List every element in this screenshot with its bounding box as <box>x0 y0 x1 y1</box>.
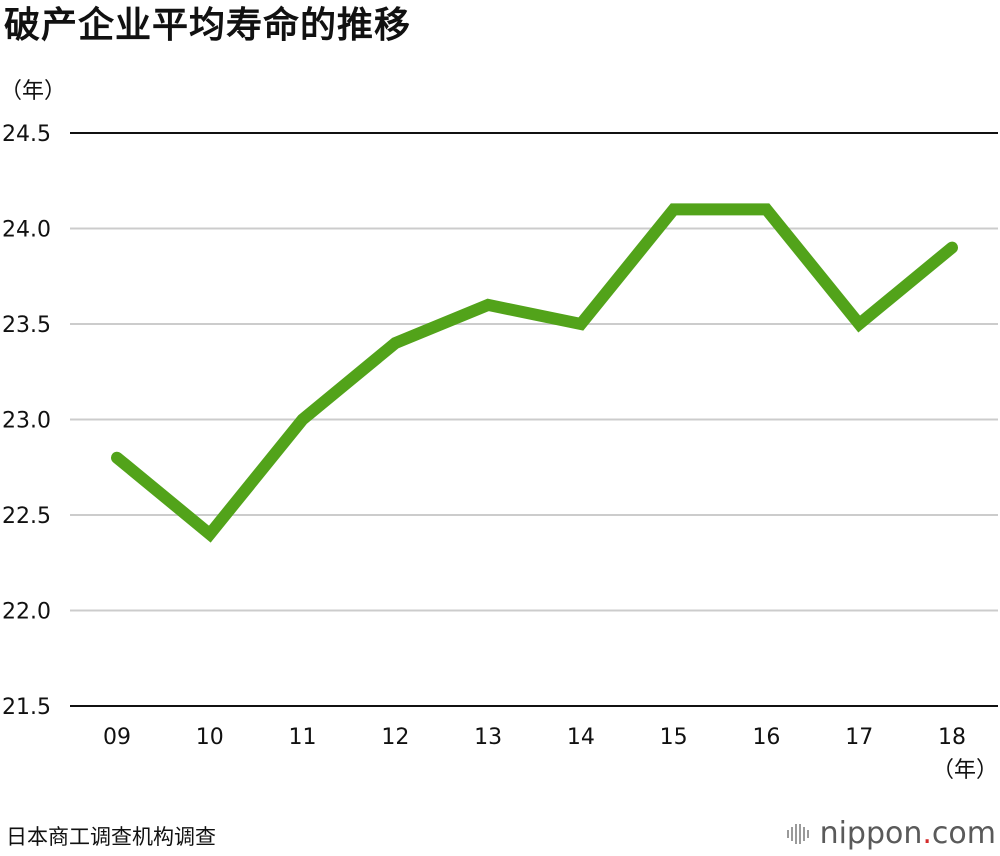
brand-logo: nippon.com <box>786 814 996 854</box>
brand-suffix: com <box>931 816 996 851</box>
x-tick-label: 18 <box>938 725 966 750</box>
data-point <box>394 342 397 345</box>
x-tick-labels: 09 10 11 12 13 14 15 16 17 18 <box>103 725 966 750</box>
series-line <box>111 203 958 543</box>
x-tick-label: 09 <box>103 725 131 750</box>
x-tick-label: 11 <box>289 725 317 750</box>
data-point <box>116 456 118 459</box>
brand-dot: . <box>922 816 932 851</box>
x-tick-label: 15 <box>660 725 688 750</box>
source-note: 日本商工调查机构调查 <box>6 825 216 849</box>
y-tick-labels: 21.5 22.0 22.5 23.0 23.5 24.0 24.5 <box>2 122 51 720</box>
data-point <box>951 246 953 249</box>
x-axis-unit: （年） <box>932 758 998 783</box>
y-tick-label: 21.5 <box>2 695 51 720</box>
data-point <box>579 323 582 325</box>
brand-name: nippon <box>819 816 923 851</box>
data-point <box>672 208 675 211</box>
x-tick-label: 17 <box>845 725 873 750</box>
y-tick-label: 23.5 <box>2 313 51 338</box>
chart-title: 破产企业平均寿命的推移 <box>4 5 412 46</box>
y-tick-label: 22.0 <box>2 600 51 625</box>
x-tick-label: 10 <box>196 725 224 750</box>
data-point <box>208 533 211 536</box>
y-tick-label: 23.0 <box>2 409 51 434</box>
y-tick-label: 24.5 <box>2 122 51 147</box>
data-points <box>116 208 953 536</box>
y-tick-label: 22.5 <box>2 504 51 529</box>
x-tick-label: 13 <box>474 725 502 750</box>
data-point <box>858 323 861 325</box>
nippon-logo-icon <box>786 824 809 844</box>
data-point <box>765 208 768 211</box>
data-point <box>487 303 490 306</box>
data-point <box>301 418 304 421</box>
line-chart: 21.5 22.0 22.5 23.0 23.5 24.0 24.5 09 10 11 12 13 1… <box>0 79 998 783</box>
x-tick-label: 14 <box>567 725 595 750</box>
x-tick-label: 16 <box>752 725 780 750</box>
grid-lines <box>70 132 998 707</box>
y-tick-label: 24.0 <box>2 218 51 243</box>
y-axis-unit: （年） <box>0 79 66 104</box>
x-tick-label: 12 <box>381 725 409 750</box>
